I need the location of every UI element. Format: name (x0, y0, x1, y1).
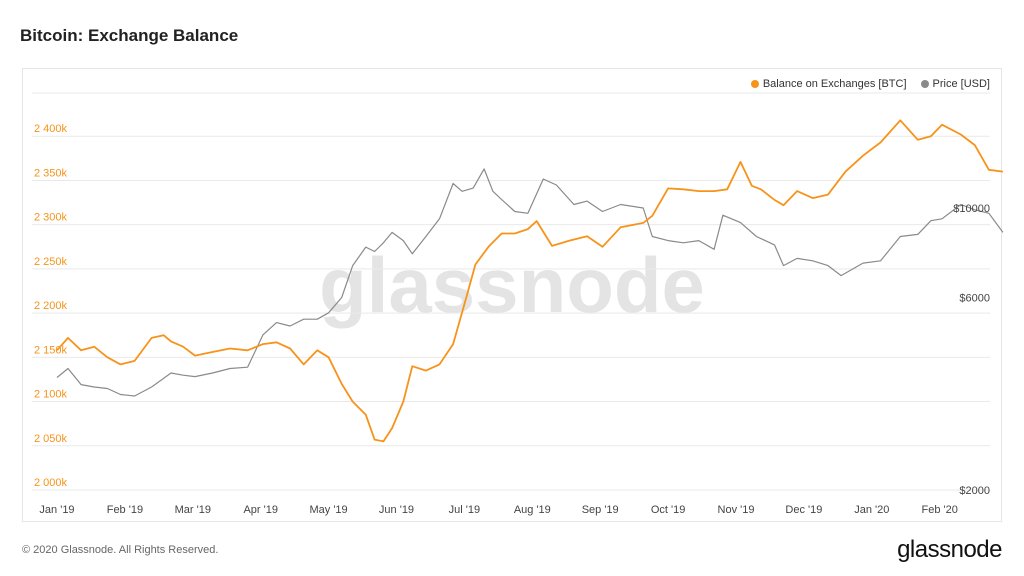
y-right-tick-label: $2000 (959, 485, 990, 497)
x-tick-label: May '19 (310, 504, 348, 516)
y-left-tick-label: 2 350k (34, 167, 68, 179)
x-tick-label: Mar '19 (175, 504, 211, 516)
x-tick-label: Dec '19 (785, 504, 822, 516)
legend-label-price: Price [USD] (932, 78, 990, 90)
x-tick-label: Jan '19 (39, 504, 74, 516)
x-tick-label: Oct '19 (651, 504, 686, 516)
y-left-tick-label: 2 050k (34, 433, 68, 445)
price-legend-dot (920, 80, 929, 88)
balance-series-line (56, 119, 1004, 443)
y-left-tick-label: 2 150k (34, 344, 68, 356)
y-left-tick-label: 2 400k (34, 123, 68, 135)
chart-legend: Balance on Exchanges [BTC] Price [USD] (750, 78, 990, 90)
x-tick-label: Feb '20 (922, 504, 958, 516)
legend-item-price[interactable]: Price [USD] (920, 78, 990, 90)
y-left-tick-label: 2 250k (34, 256, 68, 268)
price-series-line (56, 168, 1004, 397)
chart-title: Bitcoin: Exchange Balance (20, 26, 239, 45)
legend-item-balance[interactable]: Balance on Exchanges [BTC] (750, 78, 907, 90)
y-left-tick-label: 2 300k (34, 212, 68, 224)
x-tick-label: Nov '19 (718, 504, 755, 516)
x-tick-label: Aug '19 (514, 504, 551, 516)
balance-legend-dot (750, 80, 759, 88)
legend-label-balance: Balance on Exchanges [BTC] (762, 78, 907, 90)
copyright-text: © 2020 Glassnode. All Rights Reserved. (22, 544, 219, 556)
y-right-tick-label: $6000 (959, 293, 990, 305)
glassnode-logo[interactable]: glassnode (897, 536, 1002, 563)
x-tick-label: Jan '20 (854, 504, 889, 516)
x-tick-label: Sep '19 (582, 504, 619, 516)
watermark-text: glassnode (319, 241, 705, 329)
chart-frame (22, 68, 1002, 522)
x-tick-label: Jun '19 (379, 504, 414, 516)
x-tick-label: Jul '19 (449, 504, 480, 516)
x-tick-label: Feb '19 (107, 504, 143, 516)
x-tick-label: Apr '19 (243, 504, 278, 516)
y-left-tick-label: 2 200k (34, 300, 68, 312)
y-left-tick-label: 2 000k (34, 477, 68, 489)
y-right-tick-label: $10000 (953, 203, 990, 215)
y-left-tick-label: 2 100k (34, 389, 68, 401)
